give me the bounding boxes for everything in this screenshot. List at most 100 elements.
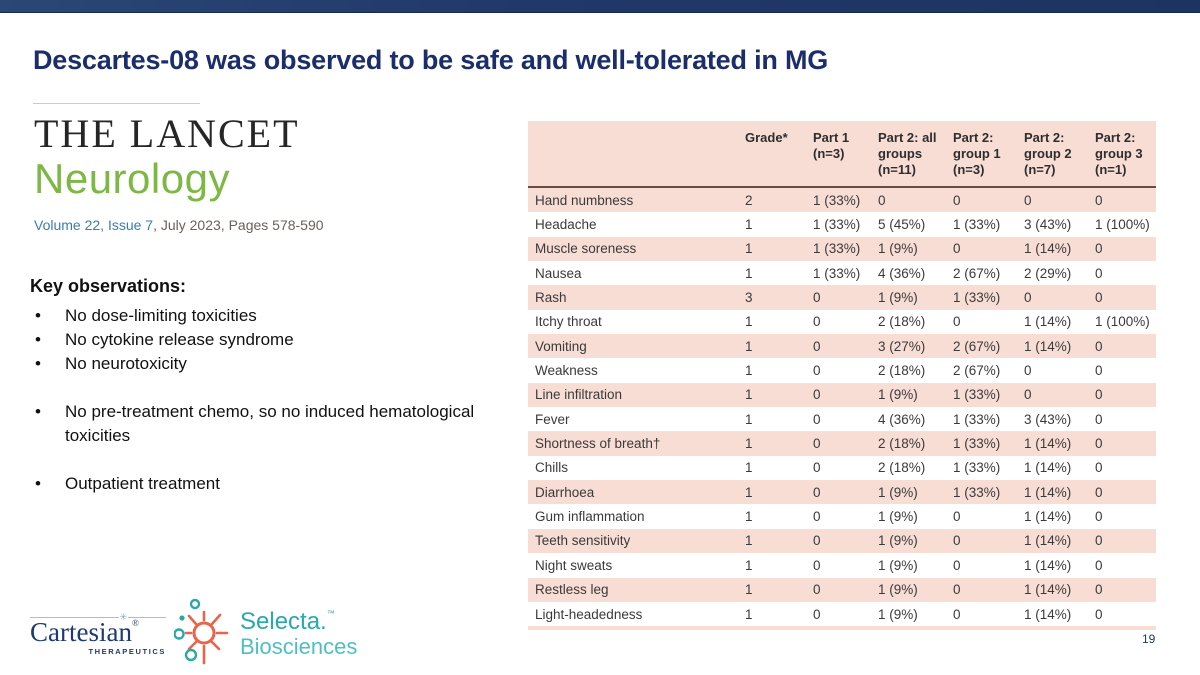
ae-row-label: Gum inflammation (535, 509, 645, 525)
ae-row-label: Diarrhoea (535, 484, 595, 500)
ae-cell: 0 (813, 484, 821, 500)
ae-cell: 0 (813, 290, 821, 306)
ae-row-label: Teeth sensitivity (535, 533, 631, 549)
ae-cell: 1 (745, 338, 753, 354)
ae-cell: 1 (9%) (878, 557, 918, 573)
ae-cell: 2 (67%) (953, 338, 1001, 354)
ae-cell: 1 (14%) (1024, 533, 1072, 549)
ae-cell: 0 (1095, 484, 1103, 500)
ae-cell: 1 (745, 217, 753, 233)
citation-rest: , July 2023, Pages 578-590 (153, 217, 324, 234)
selecta-sun-icon (173, 597, 236, 670)
ae-cell: 1 (33%) (953, 436, 1001, 452)
ae-cell: 1 (745, 509, 753, 525)
ae-cell: 1 (14%) (1024, 557, 1072, 573)
ae-cell: 1 (14%) (1024, 314, 1072, 330)
ae-cell: 1 (745, 387, 753, 403)
page-title: Descartes-08 was observed to be safe and… (33, 45, 829, 75)
ae-header-col: Part 1 (n=3) (813, 130, 850, 161)
key-observation-text: No dose-limiting toxicities (65, 306, 257, 325)
table-row: Rash 3 0 1 (9%) 1 (33%) 0 0 (528, 285, 1156, 310)
ae-row-label: Headache (535, 217, 597, 233)
ae-cell: 0 (953, 314, 961, 330)
lancet-logo-title: THE LANCET (34, 111, 300, 156)
bullet-icon: • (35, 402, 41, 421)
selecta-logo-sub: Biosciences (240, 633, 358, 659)
ae-cell: 0 (813, 363, 821, 379)
ae-cell: 1 (745, 557, 753, 573)
ae-row-label: Hand numbness (535, 192, 634, 208)
ae-cell: 1 (14%) (1024, 484, 1072, 500)
top-accent-bar (0, 0, 1200, 13)
key-observations-group: • No dose-limiting toxicities • No cytokine… (30, 304, 490, 376)
ae-cell: 0 (953, 509, 961, 525)
key-observations-group: • No pre-treatment chemo, so no induced h… (30, 400, 490, 448)
ae-cell: 1 (33%) (953, 290, 1001, 306)
ae-header-col: Part 2: all groups (n=11) (878, 130, 937, 177)
ae-cell: 0 (1095, 265, 1103, 281)
ae-header-col: Part 2: group 3 (n=1) (1095, 130, 1143, 177)
ae-cell: 1 (33%) (813, 192, 861, 208)
ae-cell: 0 (813, 509, 821, 525)
table-row: Headache 1 1 (33%) 5 (45%) 1 (33%) 3 (43%) 1 (… (528, 212, 1156, 236)
ae-row-label: Rash (535, 290, 567, 306)
ae-cell: 0 (1095, 192, 1103, 208)
ae-cell: 5 (45%) (878, 217, 926, 233)
ae-header-label-col (528, 121, 745, 186)
lancet-logo-subtitle: Neurology (34, 155, 230, 202)
ae-cell: 0 (813, 387, 821, 403)
ae-cell: 3 (745, 290, 753, 306)
ae-row-label: Vomiting (535, 338, 587, 354)
ae-cell: 0 (813, 436, 821, 452)
ae-cell: 0 (813, 582, 821, 598)
page-number: 19 (1142, 632, 1156, 646)
key-observation-item: • No pre-treatment chemo, so no induced h… (30, 400, 490, 448)
table-row: Itchy throat 1 0 2 (18%) 0 1 (14%) 1 (100%) (528, 310, 1156, 334)
key-observations-list: • No dose-limiting toxicities • No cytokine… (30, 304, 490, 496)
ae-cell: 2 (745, 192, 753, 208)
ae-cell: 1 (33%) (813, 241, 861, 257)
ae-cell: 1 (100%) (1095, 314, 1150, 330)
ae-cell: 0 (813, 314, 821, 330)
ae-cell: 1 (14%) (1024, 338, 1072, 354)
ae-cell: 0 (1024, 363, 1032, 379)
table-row: Light-headedness 1 0 1 (9%) 0 1 (14%) 0 (528, 602, 1156, 626)
citation: Volume 22, Issue 7, July 2023, Pages 578… (34, 217, 324, 233)
ae-cell: 0 (813, 557, 821, 573)
cartesian-compass-line: ✳ (30, 612, 166, 622)
ae-cell: 1 (9%) (878, 582, 918, 598)
ae-cell: 0 (1024, 192, 1032, 208)
key-observation-item: • No neurotoxicity (30, 352, 490, 376)
ae-cell: 1 (33%) (953, 484, 1001, 500)
ae-cell: 1 (745, 363, 753, 379)
ae-row-label: Nausea (535, 265, 582, 281)
ae-cell: 0 (953, 582, 961, 598)
ae-cell: 1 (745, 241, 753, 257)
bullet-icon: • (35, 306, 41, 325)
ae-cell: 1 (14%) (1024, 460, 1072, 476)
bullet-icon: • (35, 354, 41, 373)
ae-row-label: Shortness of breath† (535, 436, 661, 452)
ae-cell: 3 (43%) (1024, 411, 1072, 427)
ae-cell: 1 (9%) (878, 606, 918, 622)
ae-row-label: Line infiltration (535, 387, 623, 403)
ae-cell: 1 (745, 484, 753, 500)
ae-row-label: Restless leg (535, 582, 609, 598)
ae-row-label: Weakness (535, 363, 598, 379)
ae-cell: 1 (14%) (1024, 606, 1072, 622)
ae-cell: 0 (953, 557, 961, 573)
ae-cell: 1 (100%) (1095, 217, 1150, 233)
ae-row-label: Chills (535, 460, 569, 476)
ae-cell: 2 (18%) (878, 314, 926, 330)
ae-cell: 1 (33%) (953, 217, 1001, 233)
ae-cell: 1 (745, 314, 753, 330)
ae-cell: 2 (18%) (878, 363, 926, 379)
table-row: Gum inflammation 1 0 1 (9%) 0 1 (14%) 0 (528, 504, 1156, 528)
ae-cell: 1 (745, 582, 753, 598)
ae-cell: 1 (14%) (1024, 582, 1072, 598)
ae-cell: 0 (1095, 436, 1103, 452)
ae-cell: 0 (813, 411, 821, 427)
ae-cell: 1 (33%) (953, 411, 1001, 427)
ae-cell: 1 (33%) (953, 387, 1001, 403)
ae-cell: 1 (745, 436, 753, 452)
